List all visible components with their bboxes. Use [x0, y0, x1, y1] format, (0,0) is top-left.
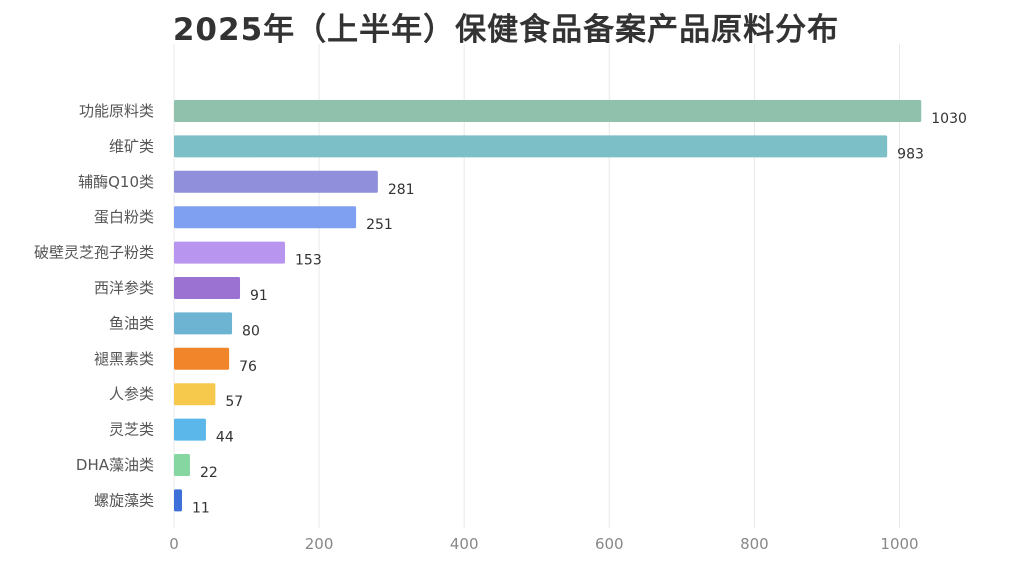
category-label: 功能原料类 — [79, 102, 154, 120]
bar — [174, 383, 216, 406]
x-tick-label: 0 — [169, 535, 179, 553]
value-label: 76 — [239, 359, 257, 375]
x-tick-label: 200 — [305, 535, 334, 553]
category-label: 鱼油类 — [109, 314, 154, 332]
category-label: 破壁灵芝孢子粉类 — [34, 244, 154, 262]
value-label: 57 — [225, 394, 243, 410]
x-tick-label: 1000 — [880, 535, 918, 553]
value-label: 22 — [200, 465, 218, 481]
value-label: 281 — [388, 182, 415, 198]
category-label: 褪黑素类 — [94, 350, 154, 368]
x-tick-label: 800 — [740, 535, 769, 553]
value-label: 44 — [216, 430, 234, 446]
chart-title: 2025年（上半年）保健食品备案产品原料分布 — [172, 12, 840, 48]
category-labels: 功能原料类维矿类辅酶Q10类蛋白粉类破壁灵芝孢子粉类西洋参类鱼油类褪黑素类人参类… — [34, 102, 154, 509]
category-label: 螺旋藻类 — [94, 491, 154, 509]
x-axis-ticks: 0 200 400 600 800 1000 — [169, 535, 918, 553]
category-label: 辅酶Q10类 — [78, 173, 154, 191]
category-label: 蛋白粉类 — [94, 208, 154, 226]
category-label: 人参类 — [109, 385, 154, 403]
value-labels: 1030 983 281 251 153 91 80 76 57 44 22 11 — [192, 111, 967, 516]
bar — [174, 277, 241, 299]
category-label: DHA藻油类 — [76, 456, 154, 474]
x-tick-label: 400 — [450, 535, 479, 553]
grid-lines — [173, 44, 900, 528]
category-label: 灵芝类 — [109, 421, 154, 439]
value-label: 1030 — [931, 111, 967, 127]
bar — [174, 347, 230, 370]
bar — [174, 454, 190, 476]
bar — [174, 170, 378, 193]
bar — [174, 206, 357, 229]
bar — [174, 135, 888, 158]
value-label: 983 — [897, 146, 924, 162]
bars — [174, 100, 922, 512]
category-label: 维矿类 — [109, 137, 154, 155]
bar — [174, 312, 233, 335]
value-label: 153 — [295, 253, 322, 269]
bar — [174, 489, 182, 512]
value-label: 11 — [192, 500, 210, 516]
x-tick-label: 600 — [595, 535, 624, 553]
bar — [174, 241, 286, 264]
category-label: 西洋参类 — [94, 279, 154, 297]
bar — [174, 418, 206, 441]
bar — [174, 100, 922, 122]
value-label: 251 — [366, 217, 393, 233]
value-label: 80 — [242, 323, 260, 339]
value-label: 91 — [250, 288, 268, 304]
